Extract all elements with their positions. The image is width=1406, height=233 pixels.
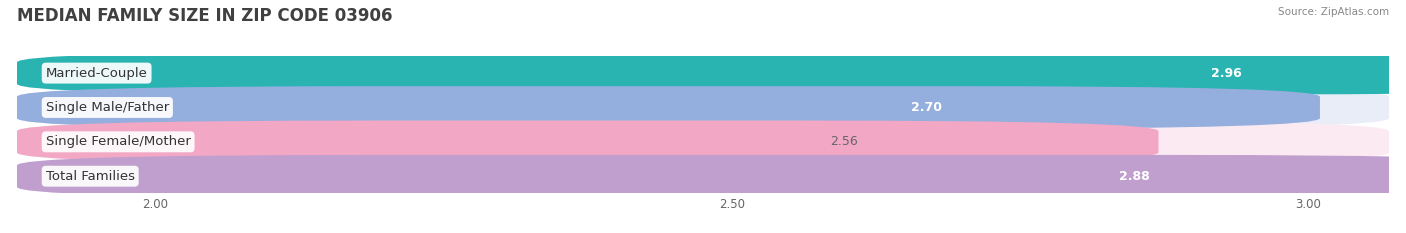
- Text: 2.70: 2.70: [911, 101, 942, 114]
- Text: 2.96: 2.96: [1211, 67, 1241, 80]
- Text: Married-Couple: Married-Couple: [46, 67, 148, 80]
- FancyBboxPatch shape: [17, 86, 1320, 129]
- FancyBboxPatch shape: [17, 120, 1159, 163]
- Text: 2.88: 2.88: [1119, 170, 1149, 183]
- Text: Single Female/Mother: Single Female/Mother: [46, 135, 191, 148]
- FancyBboxPatch shape: [17, 155, 1406, 198]
- FancyBboxPatch shape: [17, 120, 1389, 163]
- Text: Single Male/Father: Single Male/Father: [46, 101, 169, 114]
- Text: MEDIAN FAMILY SIZE IN ZIP CODE 03906: MEDIAN FAMILY SIZE IN ZIP CODE 03906: [17, 7, 392, 25]
- Text: Total Families: Total Families: [46, 170, 135, 183]
- Text: Source: ZipAtlas.com: Source: ZipAtlas.com: [1278, 7, 1389, 17]
- FancyBboxPatch shape: [17, 52, 1406, 94]
- FancyBboxPatch shape: [17, 155, 1389, 198]
- FancyBboxPatch shape: [17, 86, 1389, 129]
- FancyBboxPatch shape: [17, 52, 1389, 94]
- Text: 2.56: 2.56: [830, 135, 858, 148]
